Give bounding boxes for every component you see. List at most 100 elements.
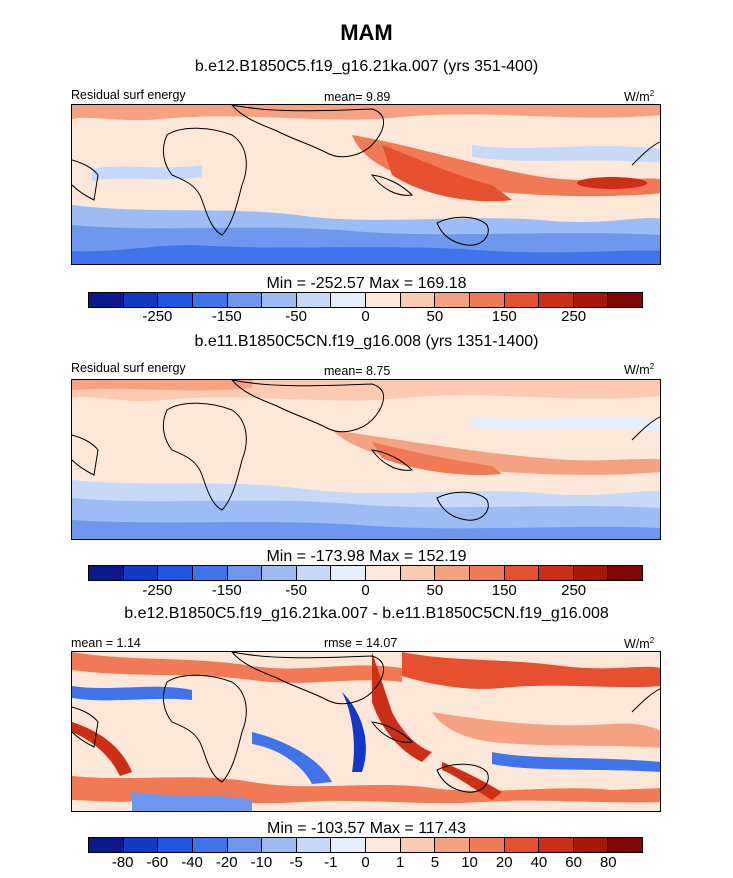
- colorbar-tick-label: 150: [491, 582, 517, 599]
- colorbar-swatch: [366, 566, 401, 580]
- colorbar-tick-label: 0: [361, 308, 370, 325]
- colorbar-swatch: [435, 566, 470, 580]
- colorbar-swatch: [608, 293, 642, 307]
- colorbar-swatch: [296, 293, 332, 307]
- panel-3-map: [71, 651, 661, 812]
- colorbar-swatch: [192, 838, 228, 852]
- colorbar-swatch: [400, 838, 436, 852]
- panel-3-units-label: W/m2: [624, 636, 655, 652]
- panel-2-map: [71, 379, 661, 540]
- colorbar-swatch: [89, 838, 124, 852]
- panel-2-minmax: Min = -173.98 Max = 152.19: [266, 548, 467, 565]
- colorbar-swatch: [504, 566, 540, 580]
- panel-2-mean-label: mean= 8.75: [324, 364, 391, 378]
- colorbar-tick-label: -150: [211, 582, 242, 599]
- colorbar-tick-label: 50: [426, 582, 444, 599]
- colorbar-swatch: [608, 566, 642, 580]
- colorbar-swatch: [366, 838, 401, 852]
- figure-title: MAM: [340, 20, 393, 45]
- colorbar-tick-label: -50: [285, 582, 307, 599]
- panel-3-minmax: Min = -103.57 Max = 117.43: [267, 820, 466, 837]
- colorbar-swatch: [89, 566, 124, 580]
- colorbar-swatch: [123, 838, 159, 852]
- colorbar-swatch: [192, 566, 228, 580]
- panel-2-colorbar-ticks: -250 -150 -50 0 50 150 250: [88, 582, 643, 600]
- colorbar-swatch: [296, 566, 332, 580]
- colorbar-swatch: [435, 293, 470, 307]
- colorbar-swatch: [158, 293, 193, 307]
- colorbar-swatch: [331, 838, 366, 852]
- colorbar-swatch: [331, 293, 366, 307]
- colorbar-tick-label: 5: [430, 854, 440, 871]
- colorbar-swatch: [469, 293, 505, 307]
- colorbar-swatch: [504, 293, 540, 307]
- panel-3-mean-label: mean = 1.14: [71, 636, 141, 650]
- panel-1-variable-label: Residual surf energy: [71, 88, 186, 102]
- colorbar-tick-label: -5: [289, 854, 303, 871]
- colorbar-tick-label: -150: [211, 308, 242, 325]
- colorbar-swatch: [227, 293, 263, 307]
- colorbar-swatch: [227, 838, 263, 852]
- colorbar-tick-label: 150: [491, 308, 517, 325]
- colorbar-tick-label: -10: [250, 854, 273, 871]
- colorbar-tick-label: 250: [561, 582, 587, 599]
- colorbar-tick-label: 0: [361, 582, 370, 599]
- panel-1-map: [71, 104, 661, 265]
- colorbar-tick-label: 80: [599, 854, 617, 871]
- colorbar-swatch: [469, 566, 505, 580]
- colorbar-swatch: [504, 838, 540, 852]
- panel-1-units-label: W/m2: [624, 89, 655, 105]
- panel-3-rmse-label: rmse = 14.07: [324, 636, 398, 650]
- panel-3-title: b.e12.B1850C5.f19_g16.21ka.007 - b.e11.B…: [124, 605, 609, 622]
- colorbar-swatch: [539, 566, 574, 580]
- colorbar-swatch: [262, 838, 297, 852]
- colorbar-tick-label: -250: [142, 308, 173, 325]
- colorbar-swatch: [89, 293, 124, 307]
- colorbar-tick-label: 40: [530, 854, 548, 871]
- colorbar-swatch: [435, 838, 470, 852]
- colorbar-swatch: [227, 566, 263, 580]
- panel-1-minmax: Min = -252.57 Max = 169.18: [266, 275, 467, 292]
- colorbar-swatch: [539, 838, 574, 852]
- panel-2-variable-label: Residual surf energy: [71, 361, 186, 375]
- panel-2-title: b.e11.B1850C5CN.f19_g16.008 (yrs 1351-14…: [194, 333, 539, 350]
- colorbar-swatch: [400, 566, 436, 580]
- colorbar-swatch: [469, 838, 505, 852]
- colorbar-swatch: [608, 838, 642, 852]
- colorbar-tick-label: -80: [111, 854, 134, 871]
- colorbar-tick-label: 250: [561, 308, 587, 325]
- panel-3-colorbar: [88, 837, 643, 853]
- colorbar-swatch: [262, 293, 297, 307]
- colorbar-swatch: [192, 293, 228, 307]
- colorbar-swatch: [123, 293, 159, 307]
- colorbar-swatch: [296, 838, 332, 852]
- colorbar-tick-label: 0: [361, 854, 370, 871]
- panel-2-colorbar: [88, 565, 643, 581]
- colorbar-swatch: [158, 566, 193, 580]
- colorbar-tick-label: 20: [495, 854, 513, 871]
- panel-2-units-label: W/m2: [624, 362, 655, 378]
- colorbar-tick-label: -50: [285, 308, 307, 325]
- panel-1-title: b.e12.B1850C5.f19_g16.21ka.007 (yrs 351-…: [194, 58, 539, 75]
- colorbar-tick-label: -250: [142, 582, 173, 599]
- panel-1-mean-label: mean= 9.89: [324, 90, 391, 104]
- colorbar-swatch: [158, 838, 193, 852]
- colorbar-swatch: [539, 293, 574, 307]
- colorbar-swatch: [573, 838, 609, 852]
- panel-1-colorbar: [88, 292, 643, 308]
- colorbar-tick-label: 60: [565, 854, 582, 871]
- colorbar-tick-label: -1: [324, 854, 338, 871]
- colorbar-tick-label: 10: [461, 854, 478, 871]
- colorbar-swatch: [366, 293, 401, 307]
- colorbar-swatch: [400, 293, 436, 307]
- colorbar-swatch: [123, 566, 159, 580]
- colorbar-tick-label: 50: [426, 308, 444, 325]
- colorbar-swatch: [262, 566, 297, 580]
- colorbar-swatch: [573, 566, 609, 580]
- colorbar-tick-label: -40: [181, 854, 203, 871]
- panel-1-colorbar-ticks: -250 -150 -50 0 50 150 250: [88, 308, 643, 326]
- colorbar-tick-label: -60: [146, 854, 169, 871]
- colorbar-swatch: [573, 293, 609, 307]
- colorbar-tick-label: 1: [396, 854, 405, 871]
- panel-3-colorbar-ticks: -80 -60 -40 -20 -10 -5 -1 0 1 5 10 20 40 60 80: [88, 854, 643, 872]
